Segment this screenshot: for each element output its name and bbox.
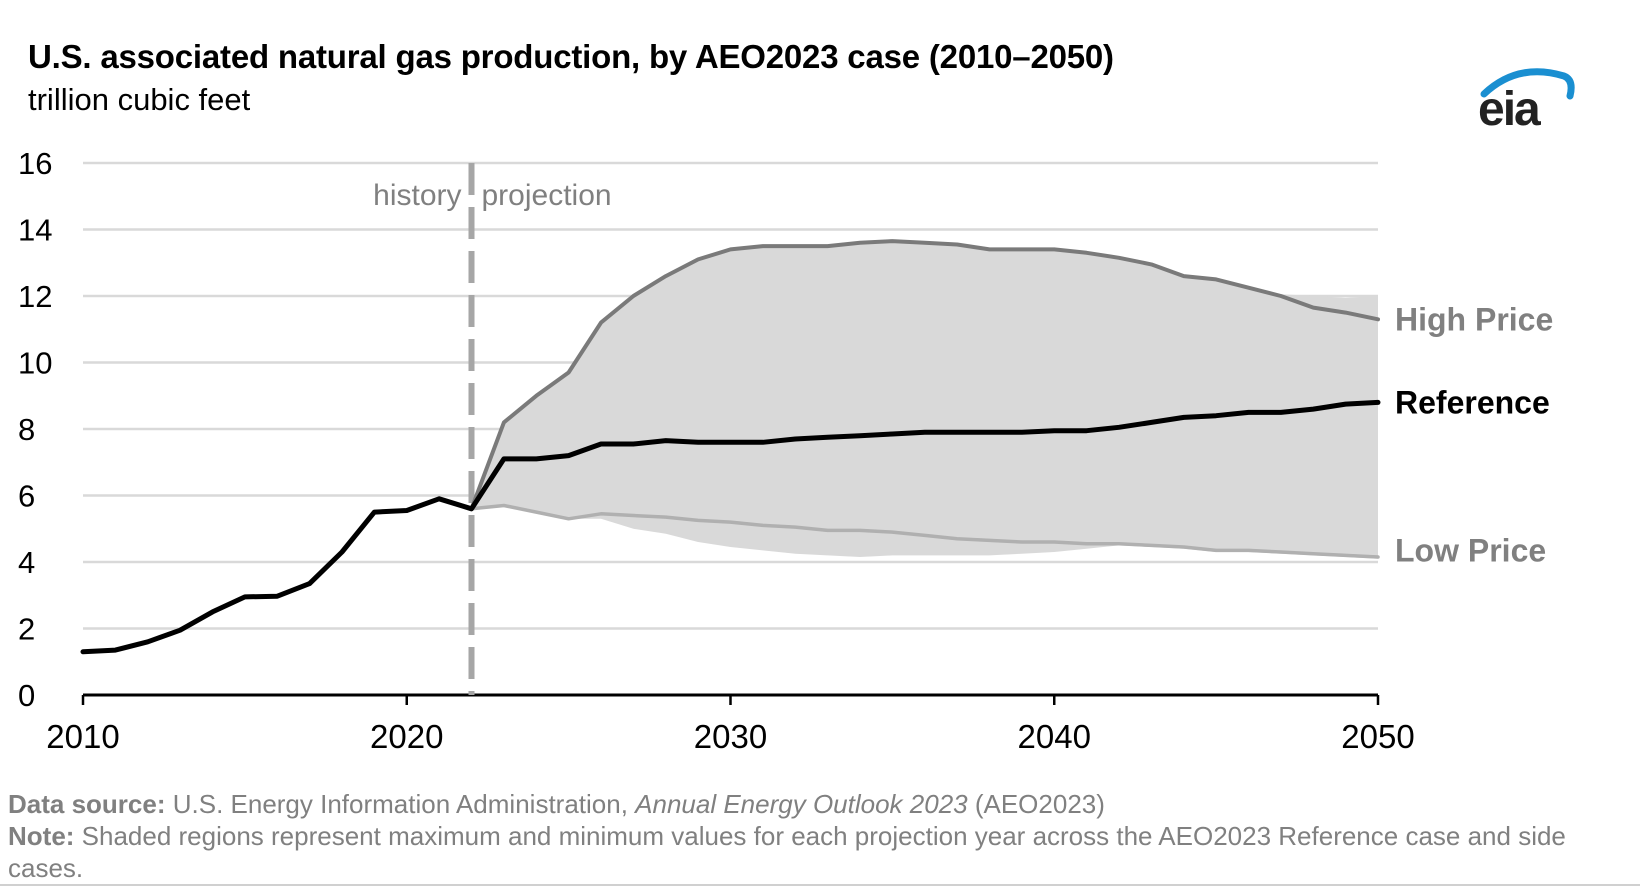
y-tick-label: 10 xyxy=(18,346,52,381)
chart-title: U.S. associated natural gas production, … xyxy=(28,38,1114,75)
eia-logo-arc xyxy=(1480,68,1575,100)
projection-label: projection xyxy=(482,179,612,212)
shaded-range-area xyxy=(471,241,1378,559)
series-line-reference xyxy=(80,399,1381,655)
note-label: Note: xyxy=(8,821,75,851)
data-source-text: U.S. Energy Information Administration, xyxy=(165,789,636,819)
history-label: history xyxy=(373,179,461,212)
eia-logo: eia xyxy=(1478,66,1578,136)
y-tick-label: 14 xyxy=(18,213,52,248)
x-tick-label: 2050 xyxy=(1341,718,1414,755)
series-line-low-price xyxy=(469,503,1380,559)
note-line: Note: Shaded regions represent maximum a… xyxy=(8,820,1628,884)
series-label-reference: Reference xyxy=(1395,384,1550,420)
data-source-suffix: (AEO2023) xyxy=(967,789,1105,819)
series-label-low-price: Low Price xyxy=(1395,532,1546,568)
data-source-label: Data source: xyxy=(8,789,166,819)
series-line-high-price xyxy=(469,239,1380,511)
eia-logo-text: eia xyxy=(1478,83,1541,136)
footer-divider xyxy=(0,884,1640,886)
y-tick-label: 2 xyxy=(18,612,35,647)
y-tick-label: 4 xyxy=(18,545,35,580)
y-tick-label: 12 xyxy=(18,279,52,314)
chart-footer: Data source: U.S. Energy Information Adm… xyxy=(8,788,1628,884)
y-tick-label: 0 xyxy=(18,678,35,713)
x-tick-label: 2010 xyxy=(46,718,119,755)
chart-canvas: 0 2 4 6 8 10 12 14 16 2010 2020 2030 2040 2050 history… xyxy=(18,146,1553,755)
chart-subtitle: trillion cubic feet xyxy=(28,82,251,117)
series-label-high-price: High Price xyxy=(1395,301,1553,337)
x-tick-label: 2030 xyxy=(694,718,767,755)
y-tick-label: 16 xyxy=(18,146,52,181)
x-tick-label: 2040 xyxy=(1018,718,1091,755)
data-source-line: Data source: U.S. Energy Information Adm… xyxy=(8,788,1628,820)
y-tick-label: 8 xyxy=(18,412,35,447)
y-tick-label: 6 xyxy=(18,479,35,514)
note-text: Shaded regions represent maximum and min… xyxy=(8,821,1566,883)
x-tick-label: 2020 xyxy=(370,718,443,755)
data-source-publication: Annual Energy Outlook 2023 xyxy=(635,789,968,819)
